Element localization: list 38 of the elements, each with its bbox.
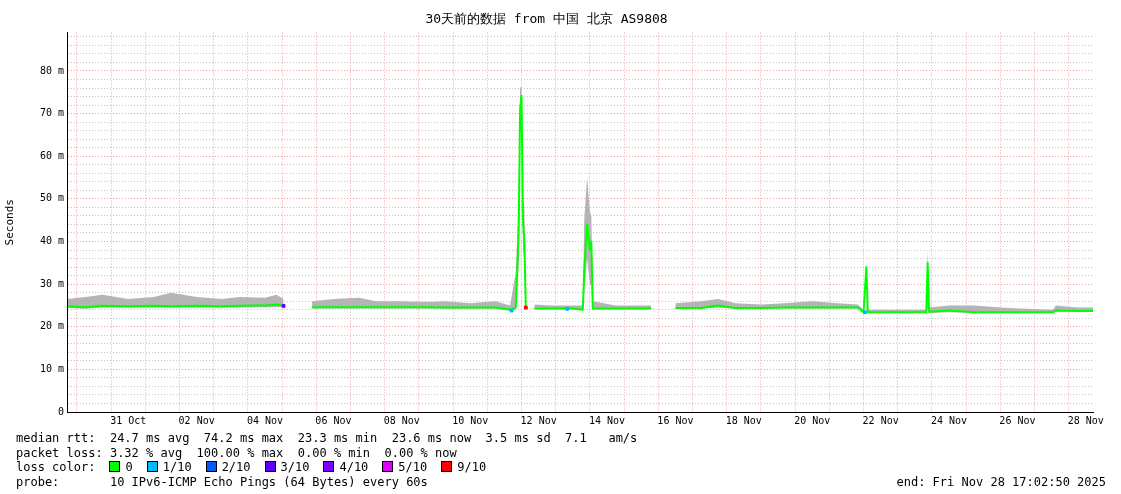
text: median rtt: 24.7 ms avg 74.2 ms max 23.3 ms min 23.6 ms now 3.5 ms sd 7.1 am/s <box>16 431 639 446</box>
y-tick-label: 20 m <box>39 320 64 332</box>
x-tick-label: 08 Nov <box>383 414 420 426</box>
x-tick-label: 26 Nov <box>999 414 1036 426</box>
y-tick-label: 60 m <box>39 149 64 161</box>
legend-label: 3/10 <box>280 460 310 475</box>
legend-title: loss color: <box>16 460 96 475</box>
x-tick-label: 02 Nov <box>178 414 215 426</box>
x-tick-label: 04 Nov <box>246 414 284 426</box>
chart-title: 30天前的数据 from 中国 北京 AS9808 <box>425 11 668 27</box>
legend-label: 2/10 <box>221 460 251 475</box>
y-tick-label: 50 m <box>39 192 64 204</box>
legend-label: 9/10 <box>457 460 487 475</box>
y-tick-label: 0 <box>57 405 64 417</box>
legend-label: 1/10 <box>162 460 192 475</box>
y-tick-label: 70 m <box>39 107 64 119</box>
x-tick-label: 16 Nov <box>657 414 694 426</box>
legend-label: 5/10 <box>398 460 428 475</box>
y-tick-label: 80 m <box>39 64 64 76</box>
x-tick-label: 20 Nov <box>794 414 831 426</box>
x-tick-label: 12 Nov <box>520 414 557 426</box>
text: packet loss: 3.32 % avg 100.00 % max 0.00 % min 0.00 % now <box>16 445 458 461</box>
legend-label: 4/10 <box>339 460 369 475</box>
x-tick-label: 06 Nov <box>315 414 352 426</box>
y-tick-label: 30 m <box>39 277 64 289</box>
legend-label: 0 <box>125 460 133 475</box>
y-tick-label: 40 m <box>39 235 64 247</box>
y-axis-title: Seconds <box>3 199 17 246</box>
x-tick-label: 24 Nov <box>930 414 968 426</box>
x-tick-label: 18 Nov <box>725 414 762 426</box>
x-tick-label: 10 Nov <box>452 414 489 426</box>
x-tick-label: 31 Oct <box>110 414 147 426</box>
text: probe: 10 IPv6-ICMP Echo Pings (64 Bytes) every 60s <box>16 474 428 489</box>
y-tick-label: 10 m <box>39 362 64 374</box>
text: end: Fri Nov 28 17:02:50 2025 <box>896 474 1106 490</box>
x-tick-label: 14 Nov <box>588 414 626 426</box>
x-tick-label: 28 Nov <box>1067 414 1104 426</box>
x-tick-label: 22 Nov <box>862 414 899 426</box>
